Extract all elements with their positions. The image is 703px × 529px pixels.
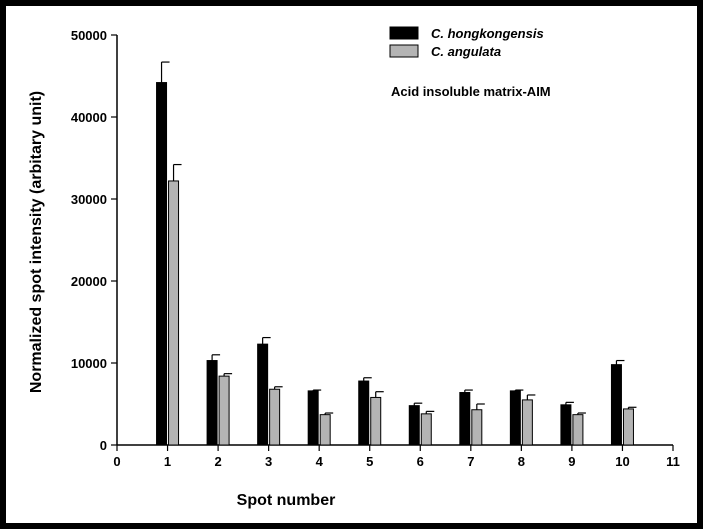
bar-angulata (521, 399, 533, 446)
x-tick-label: 3 (265, 454, 272, 469)
x-axis-title: Spot number (237, 492, 336, 509)
y-tick-label: 50000 (71, 28, 107, 43)
bar-hongkongensis (257, 343, 269, 446)
x-tick-label: 11 (666, 454, 680, 469)
y-tick-label: 20000 (71, 274, 107, 289)
bar-hongkongensis (307, 390, 319, 446)
x-tick-label: 2 (214, 454, 221, 469)
bar-hongkongensis (156, 82, 168, 446)
bar-angulata (622, 408, 634, 446)
x-tick-label: 5 (366, 454, 373, 469)
bar-hongkongensis (408, 405, 420, 446)
bar-hongkongensis (610, 364, 622, 446)
bar-angulata (218, 375, 230, 446)
x-tick-label: 6 (417, 454, 424, 469)
y-tick-label: 30000 (71, 192, 107, 207)
chart-frame: 0 10000 20000 30000 40000 50000 0 1 2 3 4 5 6 7 8 9 10 11… (6, 6, 697, 523)
bar-angulata (168, 180, 180, 446)
bar-hongkongensis (560, 404, 572, 446)
legend-label-hongkongensis: C. hongkongensis (431, 26, 544, 41)
x-tick-label: 8 (518, 454, 525, 469)
bar-angulata (370, 396, 382, 446)
x-tick-label: 10 (615, 454, 629, 469)
y-tick-label: 10000 (71, 356, 107, 371)
x-tick-label: 4 (316, 454, 324, 469)
bar-angulata (572, 414, 584, 446)
x-tick-label: 1 (164, 454, 171, 469)
y-tick-label: 40000 (71, 110, 107, 125)
y-tick-label: 0 (100, 438, 107, 453)
legend-label-angulata: C. angulata (431, 44, 501, 59)
bar-hongkongensis (358, 380, 370, 446)
chart-annotation: Acid insoluble matrix-AIM (391, 84, 551, 99)
x-tick-label: 7 (467, 454, 474, 469)
bar-hongkongensis (206, 360, 218, 446)
x-tick-label: 0 (113, 454, 120, 469)
bar-angulata (420, 413, 432, 446)
tick-labels: 0 10000 20000 30000 40000 50000 0 1 2 3 4 5 6 7 8 9 10 11 (71, 28, 680, 469)
legend-swatch-angulata (389, 44, 419, 58)
bar-chart: 0 10000 20000 30000 40000 50000 0 1 2 3 4 5 6 7 8 9 10 11… (28, 26, 680, 509)
bar-angulata (319, 414, 331, 446)
bar-angulata (471, 409, 483, 446)
bar-hongkongensis (509, 390, 521, 446)
x-tick-label: 9 (568, 454, 575, 469)
bar-angulata (269, 388, 281, 446)
bar-hongkongensis (459, 392, 471, 446)
legend: C. hongkongensis C. angulata (389, 26, 544, 59)
bars (156, 61, 637, 446)
legend-swatch-hongkongensis (389, 26, 419, 40)
y-axis-title: Normalized spot intensity (arbitary unit… (28, 91, 45, 393)
